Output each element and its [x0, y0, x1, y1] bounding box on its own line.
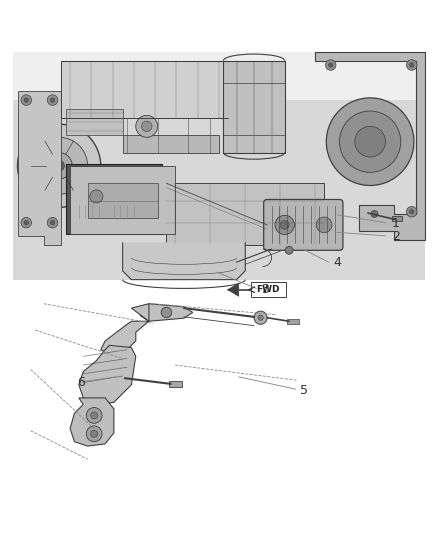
Circle shape	[280, 221, 289, 229]
Circle shape	[339, 111, 401, 172]
Polygon shape	[315, 52, 425, 240]
Polygon shape	[101, 304, 149, 356]
FancyBboxPatch shape	[88, 183, 158, 219]
FancyBboxPatch shape	[66, 109, 123, 135]
Circle shape	[47, 217, 58, 228]
Circle shape	[136, 115, 158, 138]
Polygon shape	[228, 283, 239, 296]
FancyBboxPatch shape	[110, 201, 138, 223]
FancyBboxPatch shape	[287, 319, 299, 324]
FancyBboxPatch shape	[66, 164, 162, 233]
FancyBboxPatch shape	[13, 52, 425, 100]
Circle shape	[24, 221, 28, 225]
Circle shape	[328, 63, 333, 67]
FancyBboxPatch shape	[61, 61, 228, 118]
FancyBboxPatch shape	[169, 381, 182, 386]
Circle shape	[50, 221, 55, 225]
Circle shape	[21, 217, 32, 228]
FancyBboxPatch shape	[223, 61, 285, 152]
Circle shape	[86, 426, 102, 442]
Circle shape	[91, 412, 98, 419]
Circle shape	[46, 152, 72, 179]
Circle shape	[258, 315, 263, 320]
Circle shape	[275, 215, 294, 235]
Text: 2: 2	[392, 230, 400, 243]
Circle shape	[316, 217, 332, 233]
Text: 5: 5	[300, 384, 308, 397]
Circle shape	[141, 121, 152, 132]
Circle shape	[410, 209, 414, 214]
Polygon shape	[18, 91, 61, 245]
Circle shape	[47, 95, 58, 106]
Circle shape	[161, 307, 172, 318]
Circle shape	[90, 190, 103, 203]
Circle shape	[406, 206, 417, 217]
Polygon shape	[70, 166, 175, 233]
Text: 1: 1	[392, 217, 400, 230]
FancyBboxPatch shape	[13, 52, 425, 280]
Text: 3: 3	[261, 283, 268, 296]
Circle shape	[21, 95, 32, 106]
Circle shape	[86, 408, 102, 423]
Circle shape	[31, 138, 88, 194]
Circle shape	[285, 246, 293, 254]
FancyBboxPatch shape	[166, 183, 324, 245]
Polygon shape	[123, 243, 245, 280]
Circle shape	[355, 126, 385, 157]
FancyBboxPatch shape	[251, 282, 286, 297]
Polygon shape	[79, 345, 136, 405]
Text: 4: 4	[333, 256, 341, 270]
Circle shape	[326, 98, 414, 185]
Circle shape	[371, 211, 378, 217]
Text: 6: 6	[77, 376, 85, 389]
Circle shape	[254, 311, 267, 324]
Text: FWD: FWD	[257, 285, 280, 294]
Circle shape	[24, 98, 28, 102]
Circle shape	[325, 60, 336, 70]
FancyBboxPatch shape	[74, 201, 103, 223]
Polygon shape	[70, 398, 114, 446]
Circle shape	[54, 160, 64, 171]
Circle shape	[91, 430, 98, 437]
Polygon shape	[140, 304, 193, 321]
FancyBboxPatch shape	[392, 216, 402, 221]
Circle shape	[406, 60, 417, 70]
Circle shape	[410, 63, 414, 67]
Circle shape	[18, 124, 101, 207]
FancyBboxPatch shape	[264, 199, 343, 251]
Circle shape	[50, 98, 55, 102]
FancyBboxPatch shape	[123, 135, 219, 152]
